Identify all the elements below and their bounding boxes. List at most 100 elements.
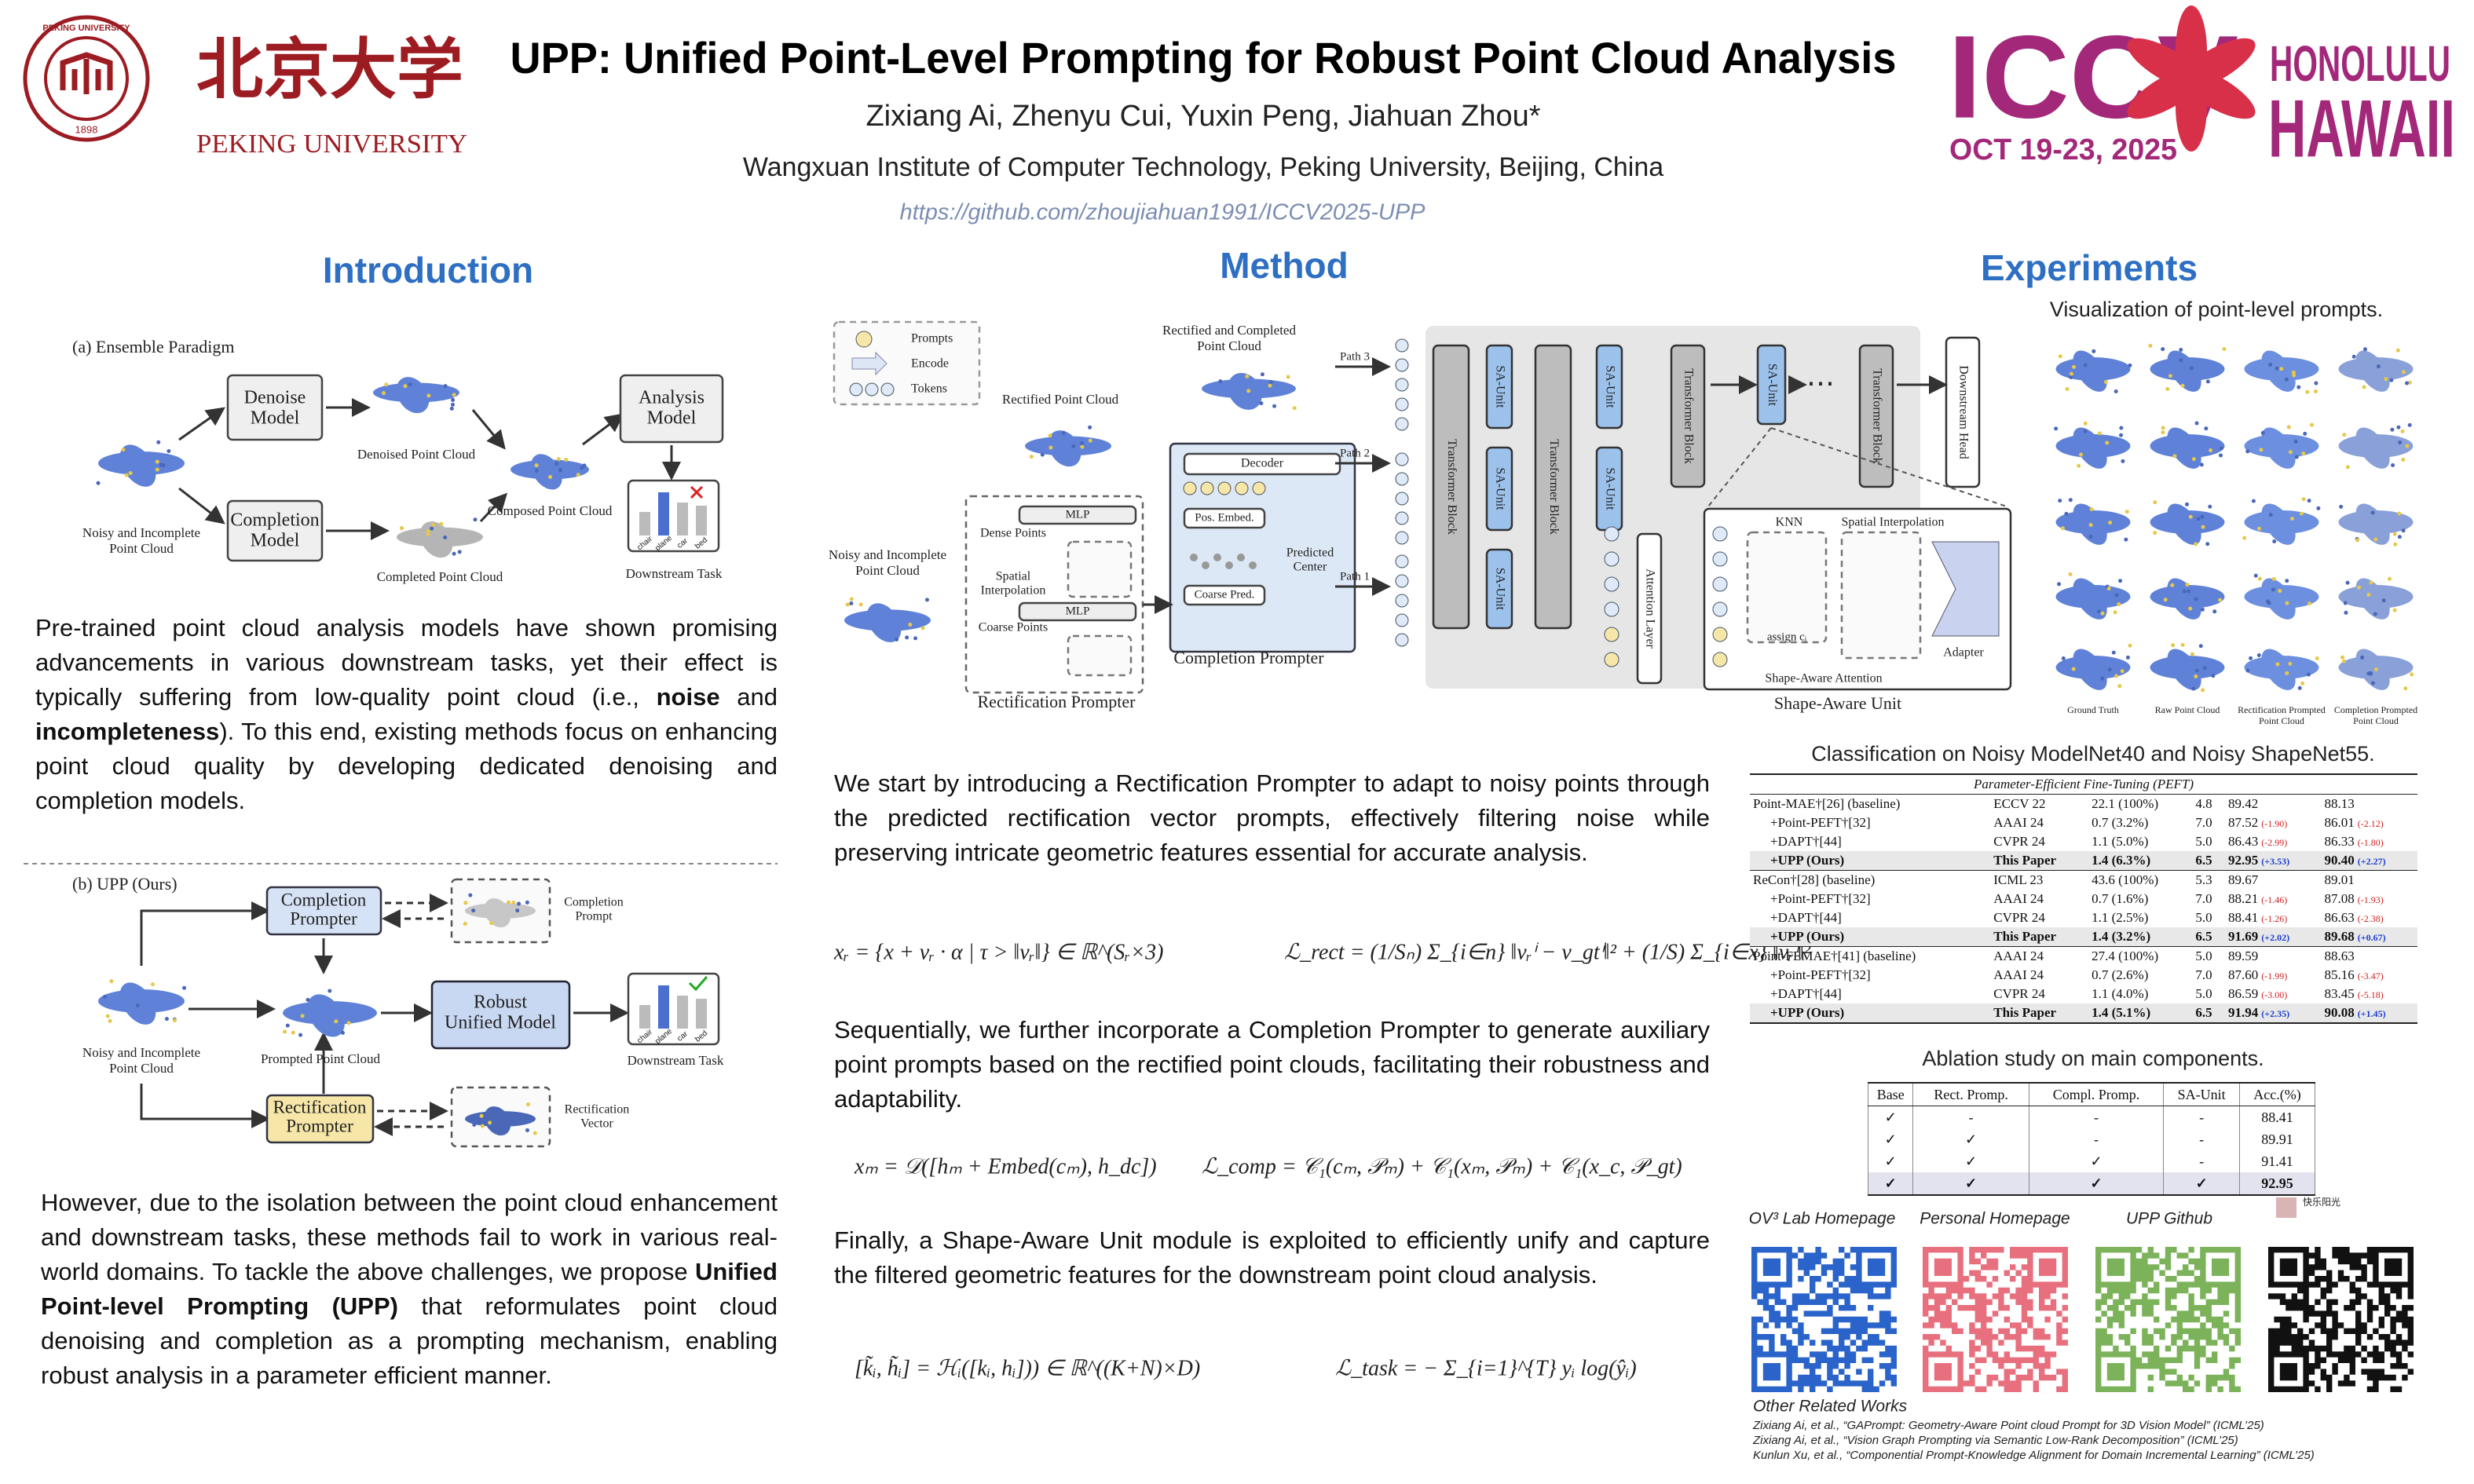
noise-point bbox=[167, 449, 171, 454]
icon-bar bbox=[696, 999, 707, 1029]
noise-point bbox=[2222, 347, 2227, 352]
noise-point bbox=[2393, 542, 2398, 546]
cell-text: 92.95 bbox=[2261, 1175, 2293, 1191]
noise-point bbox=[2285, 579, 2289, 583]
header-row: Base Rect. Promp. Compl. Promp. SA-Unit Acc.… bbox=[1867, 1082, 2315, 1106]
noise-point bbox=[1029, 455, 1034, 459]
token bbox=[1604, 576, 1619, 592]
cell-text: This Paper bbox=[1993, 853, 2057, 868]
text-run: and bbox=[719, 683, 778, 711]
legend-token bbox=[880, 382, 895, 397]
box bbox=[265, 1094, 375, 1144]
noise-point bbox=[128, 470, 133, 475]
label: Spatial Interpolation bbox=[1841, 516, 1944, 529]
label: Adapter bbox=[1943, 646, 1984, 660]
equation: ℒ_rect = (1/Sₙ) Σ_{i∈n} ‖vᵣⁱ − v_gtⁱ‖² +… bbox=[1284, 940, 1811, 964]
point-cloud bbox=[2244, 350, 2319, 394]
university: PEKING UNIVERSITY bbox=[196, 130, 467, 159]
noise-point bbox=[2392, 608, 2397, 612]
token bbox=[1604, 627, 1619, 642]
table-row: Point-MAE†[26] (baseline) ECCV 22 22.1 (10… bbox=[1750, 795, 2417, 814]
noise-point bbox=[1061, 430, 1066, 435]
token bbox=[1712, 601, 1728, 617]
point-cloud bbox=[1202, 372, 1297, 411]
cell-text: - bbox=[2199, 1153, 2205, 1169]
label: Shape-Aware Unit bbox=[1774, 693, 1901, 713]
dates: OCT 19-23, 2025 bbox=[1949, 133, 2177, 166]
delta: (-3.00) bbox=[2261, 989, 2288, 1000]
noise-point bbox=[2191, 686, 2196, 691]
label: Prompts bbox=[911, 332, 953, 345]
check-icon bbox=[688, 976, 708, 992]
cell-text: - bbox=[2094, 1109, 2099, 1125]
table-cell: 4.8 bbox=[2192, 795, 2225, 814]
cell-text: 89.42 bbox=[2228, 796, 2259, 811]
noise-point bbox=[2260, 430, 2265, 435]
noise-point bbox=[2128, 643, 2132, 648]
noise-point bbox=[2108, 521, 2113, 525]
noise-point bbox=[580, 466, 584, 470]
table-cell: +Point-PEFT†[32] bbox=[1750, 966, 1990, 985]
noise-point bbox=[2253, 573, 2258, 578]
token bbox=[1712, 526, 1728, 542]
cloud-wing bbox=[2355, 503, 2390, 545]
delta: (+1.45) bbox=[2357, 1008, 2386, 1019]
point-cloud bbox=[2055, 643, 2132, 690]
university-cn: 北京大学 bbox=[196, 34, 463, 107]
icon-bar bbox=[677, 996, 688, 1029]
table-cell: +UPP (Ours) bbox=[1750, 1003, 1991, 1024]
cloud-wing bbox=[484, 898, 511, 928]
classification-table: Parameter-Efficient Fine-Tuning (PEFT) Po… bbox=[1750, 773, 2417, 1024]
noise-point bbox=[2069, 375, 2073, 379]
equation: ℒ_task = − Σ_{i=1}^{T} yᵢ log(ŷᵢ) bbox=[1335, 1356, 1637, 1380]
label: Rectification bbox=[273, 1097, 367, 1117]
label: Denoise bbox=[244, 388, 306, 408]
cell-text: ✓ bbox=[1965, 1131, 1978, 1147]
token bbox=[1604, 551, 1619, 567]
table-cell: 91.94 (+2.35) bbox=[2225, 1003, 2322, 1024]
table-cell: CVPR 24 bbox=[1990, 985, 2088, 1003]
noise-point bbox=[2105, 440, 2110, 445]
label: Composed Point Cloud bbox=[488, 503, 613, 518]
token bbox=[1712, 576, 1728, 592]
noise-point bbox=[468, 893, 473, 897]
noise-point bbox=[2194, 668, 2199, 673]
noise-point bbox=[2376, 364, 2381, 369]
cell-text: 1.1 (2.5%) bbox=[2092, 910, 2149, 925]
label: Noisy and Incomplete bbox=[82, 525, 200, 540]
legend-token bbox=[849, 382, 863, 397]
noise-point bbox=[285, 1023, 290, 1028]
noise-point bbox=[2179, 358, 2183, 363]
noise-point bbox=[2251, 499, 2256, 503]
noise-point bbox=[2301, 497, 2306, 502]
noise-point bbox=[2205, 542, 2210, 546]
link-label: OV³ Lab Homepage bbox=[1749, 1210, 1896, 1228]
arrow bbox=[178, 487, 225, 525]
noise-point bbox=[155, 459, 159, 464]
cloud-wing bbox=[2167, 649, 2201, 690]
noise-point bbox=[439, 521, 444, 526]
seal-text: PEKING UNIVERSITY bbox=[42, 24, 130, 33]
noise-point bbox=[2117, 684, 2122, 689]
label: Transformer Block bbox=[1445, 439, 1458, 535]
delta: (-2.12) bbox=[2357, 818, 2384, 829]
noise-point bbox=[151, 982, 156, 987]
box bbox=[1067, 634, 1133, 677]
table-cell: ✓ bbox=[1912, 1172, 2029, 1196]
table-cell: 43.6 (100%) bbox=[2088, 870, 2193, 890]
intro-paragraph-2: However, due to the isolation between th… bbox=[41, 1186, 778, 1393]
qr-code bbox=[2268, 1247, 2414, 1392]
label: Interpolation bbox=[981, 584, 1046, 598]
noise-point bbox=[480, 1124, 485, 1128]
table-cell: AAAI 24 bbox=[1990, 813, 2088, 832]
cell-text: Acc.(%) bbox=[2253, 1086, 2301, 1102]
related-heading: Other Related Works bbox=[1753, 1398, 1908, 1416]
noise-point bbox=[2404, 381, 2409, 386]
table-cell: 90.08 (+1.45) bbox=[2321, 1003, 2417, 1024]
token bbox=[1395, 492, 1409, 506]
noise-point bbox=[2072, 364, 2077, 369]
box bbox=[1840, 531, 1922, 660]
table-cell: - bbox=[2163, 1128, 2241, 1150]
cloud-wing bbox=[2355, 578, 2390, 620]
cell-text: 87.52 bbox=[2228, 815, 2259, 830]
